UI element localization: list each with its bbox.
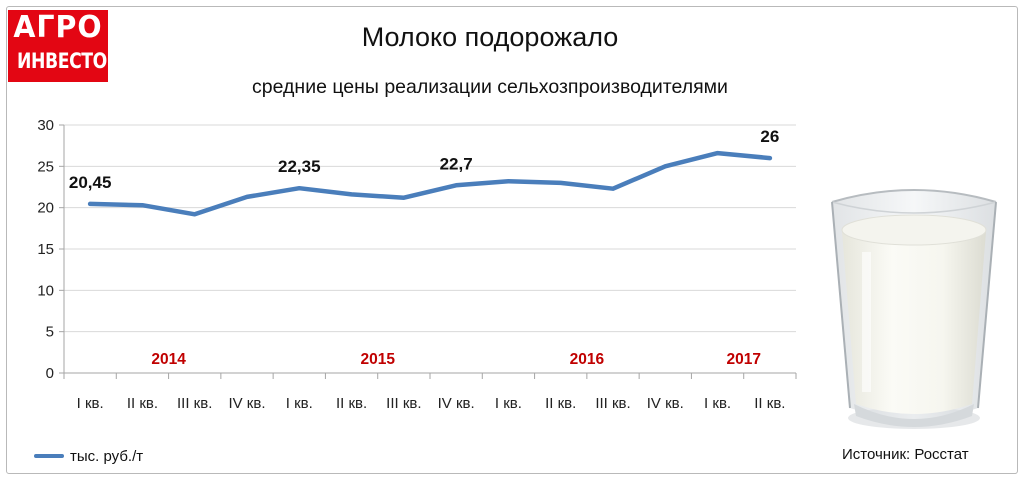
y-tick-label: 20 [37, 200, 54, 217]
x-tick-label: III кв. [177, 395, 212, 412]
data-label: 22,35 [278, 157, 321, 176]
data-label: 26 [760, 127, 779, 146]
year-label: 2015 [360, 351, 395, 368]
source-note: Источник: Росстат [842, 446, 969, 463]
agroinvestor-logo: АГРО ИНВЕСТОР [8, 10, 108, 82]
chart-legend: тыс. руб./т [34, 446, 143, 466]
x-tick-label: II кв. [127, 395, 158, 412]
y-tick-label: 15 [37, 241, 54, 258]
x-tick-label: IV кв. [438, 395, 475, 412]
y-tick-label: 25 [37, 158, 54, 175]
year-label: 2017 [726, 351, 760, 368]
data-label: 22,7 [440, 154, 473, 173]
legend-swatch [34, 454, 64, 458]
y-tick-label: 10 [37, 282, 54, 299]
x-tick-label: I кв. [77, 395, 104, 412]
x-tick-label: II кв. [336, 395, 367, 412]
x-tick-label: I кв. [286, 395, 313, 412]
y-tick-label: 5 [46, 324, 54, 341]
x-tick-label: III кв. [386, 395, 421, 412]
data-label: 20,45 [69, 173, 112, 192]
year-label: 2014 [151, 351, 186, 368]
legend-label: тыс. руб./т [70, 447, 144, 465]
chart-title: Молоко подорожало [361, 22, 619, 52]
x-tick-label: I кв. [495, 395, 522, 412]
x-tick-label: II кв. [545, 395, 576, 412]
logo-line-2: ИНВЕСТОР [17, 49, 108, 73]
x-tick-label: III кв. [595, 395, 630, 412]
x-tick-label: II кв. [754, 395, 785, 412]
x-tick-label: I кв. [704, 395, 731, 412]
x-tick-label: IV кв. [228, 395, 265, 412]
chart-subtitle: средние цены реализации сельхозпроизводи… [252, 76, 728, 98]
x-tick-label: IV кв. [647, 395, 684, 412]
y-tick-label: 30 [37, 117, 54, 134]
series-line [87, 150, 773, 217]
logo-line-1: АГРО [13, 10, 103, 45]
milk-glass-icon [831, 189, 997, 429]
year-label: 2016 [570, 351, 605, 368]
y-tick-label: 0 [46, 365, 54, 382]
